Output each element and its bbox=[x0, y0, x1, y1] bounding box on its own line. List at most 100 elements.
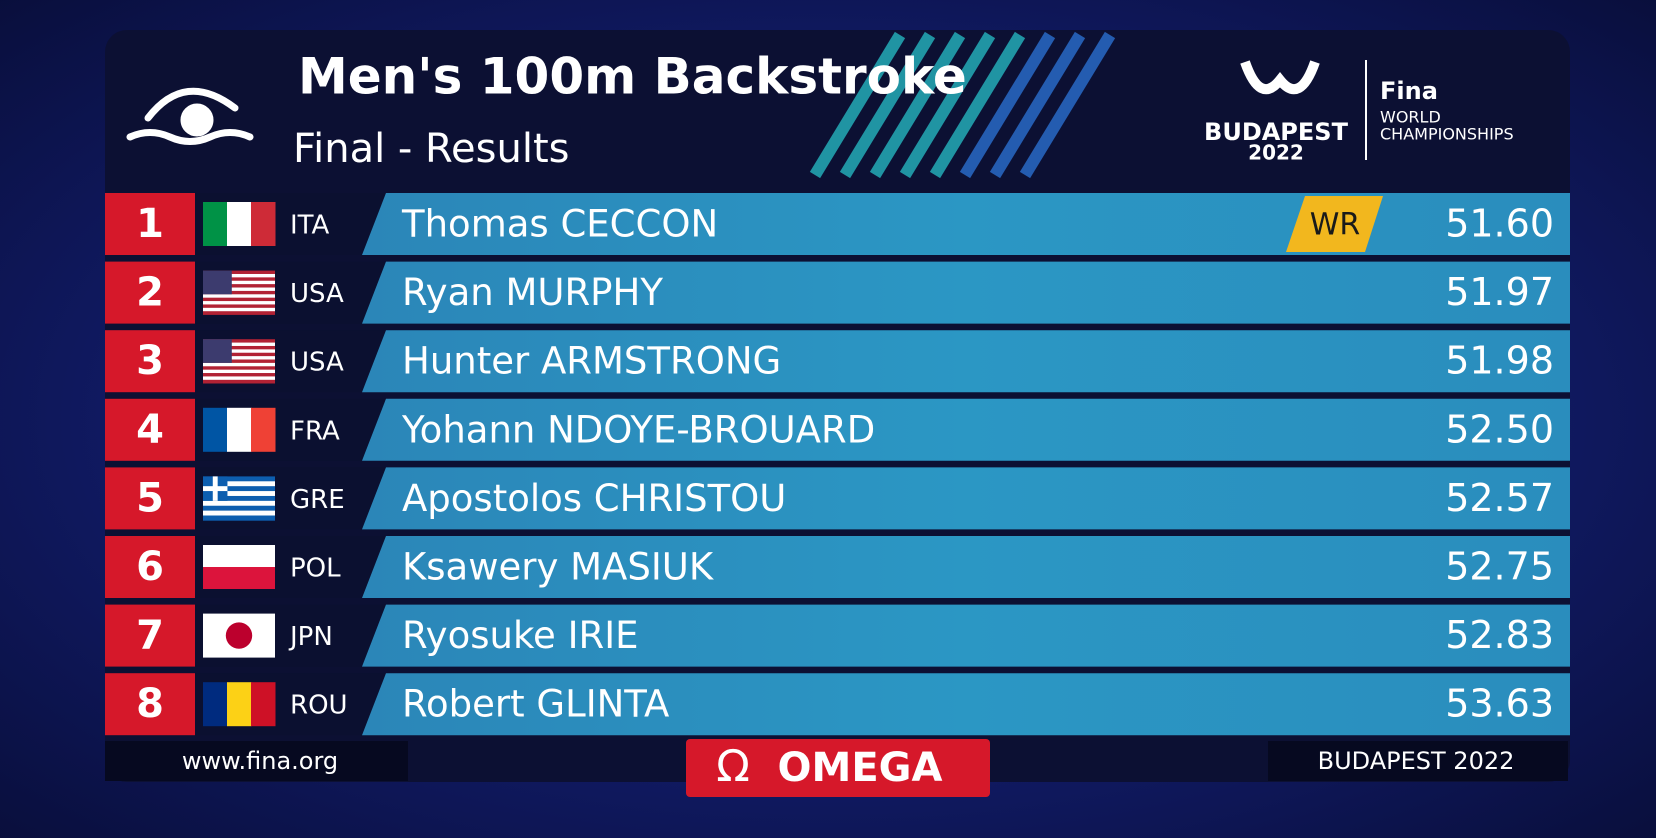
flag-part bbox=[203, 349, 275, 354]
flag-part bbox=[203, 545, 275, 567]
name-bar bbox=[362, 673, 1570, 736]
flag-part bbox=[203, 294, 275, 298]
flag-part bbox=[225, 622, 253, 649]
result-row: 4 FRA Yohann NDOYE-BROUARD 52.50 bbox=[105, 398, 1570, 461]
flag-part bbox=[203, 495, 275, 502]
result-row: 2 USA Ryan MURPHY 51.97 bbox=[105, 261, 1570, 324]
logo-year: 2022 bbox=[1248, 141, 1304, 165]
time: 52.83 bbox=[1445, 613, 1554, 657]
flag-part bbox=[203, 567, 275, 589]
name-bar bbox=[362, 261, 1570, 324]
rank-box bbox=[105, 330, 195, 393]
footer-left bbox=[105, 741, 408, 781]
flag-part bbox=[203, 301, 275, 305]
flag-part bbox=[203, 307, 275, 312]
flag-part bbox=[227, 682, 252, 727]
flag-part bbox=[203, 356, 275, 360]
flag-part bbox=[203, 500, 275, 507]
athlete-name: Ksawery MASIUK bbox=[402, 546, 715, 589]
stripes-decoration bbox=[809, 31, 1116, 179]
time: 51.98 bbox=[1445, 339, 1554, 383]
website: www.fina.org bbox=[182, 747, 338, 775]
flag-part bbox=[203, 369, 275, 374]
logo-mark bbox=[1240, 60, 1320, 95]
rank-box bbox=[105, 673, 195, 736]
flag-part bbox=[203, 481, 275, 487]
athlete-name: Apostolos CHRISTOU bbox=[402, 477, 786, 520]
flag-part bbox=[203, 287, 275, 292]
country-code: USA bbox=[290, 279, 344, 309]
time: 53.63 bbox=[1445, 682, 1554, 726]
time: 51.60 bbox=[1445, 202, 1554, 246]
event-name: BUDAPEST 2022 bbox=[1318, 747, 1515, 775]
flag-part bbox=[227, 407, 252, 452]
flag-part bbox=[203, 284, 275, 288]
flag-part bbox=[203, 311, 275, 315]
flag bbox=[203, 202, 276, 246]
flag-part bbox=[203, 342, 275, 347]
name-bar bbox=[362, 536, 1570, 598]
country-code: USA bbox=[290, 348, 344, 378]
rank: 3 bbox=[136, 338, 164, 384]
flag bbox=[203, 407, 276, 452]
rank-box bbox=[105, 467, 195, 530]
logo-city: BUDAPEST bbox=[1204, 118, 1349, 146]
sponsor-symbol: Ω bbox=[716, 741, 750, 792]
athlete-name: Ryan MURPHY bbox=[402, 271, 663, 314]
flag bbox=[203, 270, 275, 315]
record: WR bbox=[1310, 208, 1361, 243]
country-code: FRA bbox=[290, 416, 340, 446]
flag-part bbox=[203, 202, 228, 246]
record-badge bbox=[1286, 196, 1383, 252]
results-table: 1 ITA Thomas CECCON 51.60 WR 2 USA Ryan MURPHY 5… bbox=[105, 193, 1570, 736]
country-code: JPN bbox=[288, 622, 333, 652]
result-row: 1 ITA Thomas CECCON 51.60 WR bbox=[105, 193, 1570, 255]
logo-line2: CHAMPIONSHIPS bbox=[1380, 125, 1514, 144]
rank: 1 bbox=[136, 201, 164, 247]
flag bbox=[203, 613, 275, 658]
flag-part bbox=[203, 297, 275, 302]
flag-part bbox=[251, 682, 276, 727]
flag-part bbox=[203, 491, 275, 497]
flag-part bbox=[203, 476, 275, 482]
rank: 2 bbox=[136, 270, 164, 316]
flag-part bbox=[203, 510, 275, 516]
flag-part bbox=[203, 376, 275, 381]
flag-part bbox=[203, 273, 275, 278]
result-row: 8 ROU Robert GLINTA 53.63 bbox=[105, 673, 1570, 736]
rank-box bbox=[105, 604, 195, 667]
logo-line1: WORLD bbox=[1380, 108, 1441, 127]
country-code: POL bbox=[290, 554, 341, 584]
flag-part bbox=[251, 407, 276, 452]
sponsor: OMEGA bbox=[778, 745, 943, 791]
flag-part bbox=[212, 476, 218, 501]
time: 52.75 bbox=[1445, 545, 1554, 589]
athlete-name: Thomas CECCON bbox=[401, 203, 718, 246]
name-bar bbox=[362, 398, 1570, 461]
athlete-name: Ryosuke IRIE bbox=[402, 614, 639, 657]
rank-box bbox=[105, 536, 195, 598]
rank-box bbox=[105, 398, 195, 461]
athlete-name: Yohann NDOYE-BROUARD bbox=[401, 408, 875, 451]
swimmer-icon bbox=[126, 87, 254, 145]
flag bbox=[203, 682, 276, 727]
flag-part bbox=[203, 277, 275, 282]
time: 52.50 bbox=[1445, 407, 1554, 451]
flag-part bbox=[203, 352, 275, 357]
name-bar bbox=[362, 193, 1570, 255]
rank: 8 bbox=[136, 681, 164, 727]
flag bbox=[203, 476, 275, 521]
flag-part bbox=[227, 202, 252, 246]
flag-part bbox=[203, 486, 275, 492]
flag bbox=[203, 545, 275, 589]
country-code: GRE bbox=[290, 485, 345, 515]
sponsor-box bbox=[686, 739, 990, 797]
rank: 6 bbox=[136, 544, 164, 590]
rank: 4 bbox=[136, 407, 164, 453]
flag-part bbox=[251, 202, 276, 246]
country-code: ROU bbox=[290, 691, 348, 721]
time: 51.97 bbox=[1445, 270, 1554, 314]
name-bar bbox=[362, 330, 1570, 393]
